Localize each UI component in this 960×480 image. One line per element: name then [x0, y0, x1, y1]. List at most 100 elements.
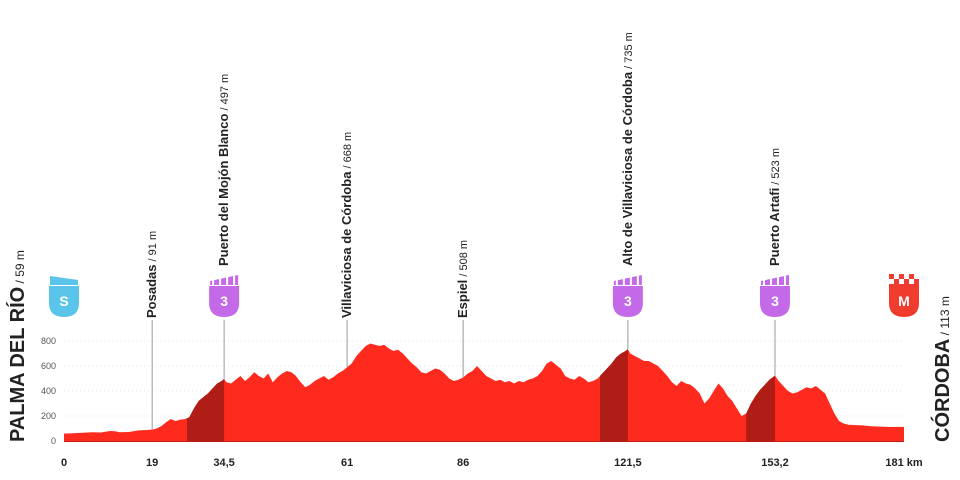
climb-segment	[746, 375, 775, 441]
start-altitude: 59 m	[13, 250, 27, 277]
finish-badge-label: M	[898, 293, 910, 309]
waypoint-label: Puerto Artafi / 523 m	[767, 148, 782, 266]
checkered-flag-icon	[889, 274, 919, 286]
climb-flag-stripe	[783, 276, 786, 285]
climb-category-badge	[759, 286, 790, 317]
waypoint-altitude: 508 m	[458, 240, 470, 271]
checkered-square	[889, 279, 894, 284]
waypoint: Espiel / 508 m	[455, 240, 470, 378]
waypoint-altitude-separator: /	[458, 271, 470, 280]
climb-flag-stripe	[219, 276, 222, 285]
climb-category-label: 3	[771, 293, 779, 309]
waypoint-altitude-separator: /	[147, 255, 159, 264]
waypoint: 3 Alto de Villaviciosa de Córdoba / 735 m	[612, 32, 643, 350]
climb-flag-stripe	[769, 276, 772, 285]
climb-segment	[600, 349, 628, 441]
waypoint-name: Puerto del Mojón Blanco	[216, 114, 231, 266]
finish-marker: M	[889, 274, 919, 317]
start-badge-label: S	[59, 293, 68, 309]
x-tick-label: 153,2	[761, 457, 789, 469]
climb-flag-stripe	[629, 276, 632, 285]
x-tick-label: 181 km	[885, 457, 923, 469]
waypoint-altitude: 91 m	[147, 231, 159, 255]
climb-flag-icon	[210, 275, 239, 285]
climb-category-label: 3	[220, 293, 228, 309]
climb-flag-stripe	[233, 276, 236, 285]
climb-flag-shape	[760, 275, 789, 285]
finish-altitude-separator: /	[938, 329, 952, 339]
x-tick-label: 121,5	[614, 457, 642, 469]
y-tick-label: 600	[41, 361, 56, 371]
climb-segment	[187, 378, 225, 441]
waypoint-altitude-separator: /	[623, 63, 635, 72]
waypoint-name: Villaviciosa de Córdoba	[339, 171, 354, 318]
climb-flag-stripe	[212, 276, 215, 285]
checkered-square	[894, 274, 899, 279]
waypoint-name: Posadas	[144, 265, 159, 318]
start-altitude-separator: /	[13, 277, 27, 287]
y-tick-label: 0	[51, 436, 56, 446]
waypoint-altitude: 668 m	[342, 132, 354, 163]
checkered-square	[914, 274, 919, 279]
y-tick-label: 800	[41, 336, 56, 346]
climb-flag-stripe	[762, 276, 765, 285]
waypoint-label: Alto de Villaviciosa de Córdoba / 735 m	[620, 32, 635, 266]
waypoint-name: Espiel	[455, 280, 470, 318]
checkered-square	[909, 274, 914, 279]
climb-segments	[187, 349, 775, 441]
climb-flag-stripe	[776, 276, 779, 285]
checkered-square	[894, 279, 899, 284]
waypoint-label: Villaviciosa de Córdoba / 668 m	[339, 132, 354, 318]
x-axis-tick-labels: 0 19 34,5 61 86 121,5 153,2 181 km	[61, 457, 923, 469]
checkered-square	[899, 274, 904, 279]
waypoint-label: Espiel / 508 m	[455, 240, 470, 318]
waypoint-altitude-separator: /	[342, 162, 354, 171]
waypoint-altitude: 523 m	[770, 148, 782, 179]
climb-category-label: 3	[624, 293, 632, 309]
start-flag-icon	[50, 276, 78, 285]
start-town-name: PALMA DEL RÍO	[6, 287, 29, 442]
x-tick-label: 61	[341, 457, 353, 469]
x-tick-label: 34,5	[213, 457, 234, 469]
climb-category-badge	[612, 286, 643, 317]
waypoint-name: Puerto Artafi	[767, 188, 782, 266]
checkered-square	[889, 274, 894, 279]
climb-flag-stripe	[622, 276, 625, 285]
checkered-square	[899, 279, 904, 284]
waypoint-name: Alto de Villaviciosa de Córdoba	[620, 71, 635, 266]
waypoint: 3 Puerto Artafi / 523 m	[759, 148, 790, 376]
finish-town-name: CÓRDOBA	[930, 339, 954, 442]
checkered-square	[914, 279, 919, 284]
waypoint: Posadas / 91 m	[144, 231, 159, 430]
x-tick-label: 86	[457, 457, 469, 469]
checkered-square	[904, 274, 909, 279]
finish-flag-band	[889, 284, 919, 286]
waypoint-altitude: 497 m	[219, 74, 231, 105]
waypoint-label: Posadas / 91 m	[144, 231, 159, 318]
y-axis-tick-labels: 0 200 400 600 800	[41, 336, 56, 446]
start-badge	[49, 286, 79, 317]
finish-badge	[889, 286, 919, 317]
elevation-profile-area	[64, 343, 904, 441]
checkered-square	[904, 279, 909, 284]
x-tick-label: 19	[146, 457, 158, 469]
waypoint: 3 Puerto del Mojón Blanco / 497 m	[209, 74, 240, 379]
climb-flag-stripe	[226, 276, 229, 285]
climb-flag-shape	[613, 275, 642, 285]
checkered-square	[909, 279, 914, 284]
start-town-label: PALMA DEL RÍO / 59 m	[6, 250, 29, 442]
climb-flag-shape	[210, 275, 239, 285]
climb-flag-stripe	[615, 276, 618, 285]
start-marker: S	[49, 276, 79, 317]
finish-altitude: 113 m	[938, 296, 952, 328]
finish-town-label: CÓRDOBA / 113 m	[930, 296, 954, 442]
x-tick-label: 0	[61, 457, 67, 469]
climb-category-badge	[209, 286, 240, 317]
waypoint: Villaviciosa de Córdoba / 668 m	[339, 132, 354, 368]
climb-flag-icon	[613, 275, 642, 285]
waypoints: Posadas / 91 m 3 Puerto del Mojón Blanco /…	[144, 32, 790, 430]
waypoint-altitude-separator: /	[770, 179, 782, 188]
y-tick-label: 200	[41, 411, 56, 421]
y-tick-label: 400	[41, 386, 56, 396]
